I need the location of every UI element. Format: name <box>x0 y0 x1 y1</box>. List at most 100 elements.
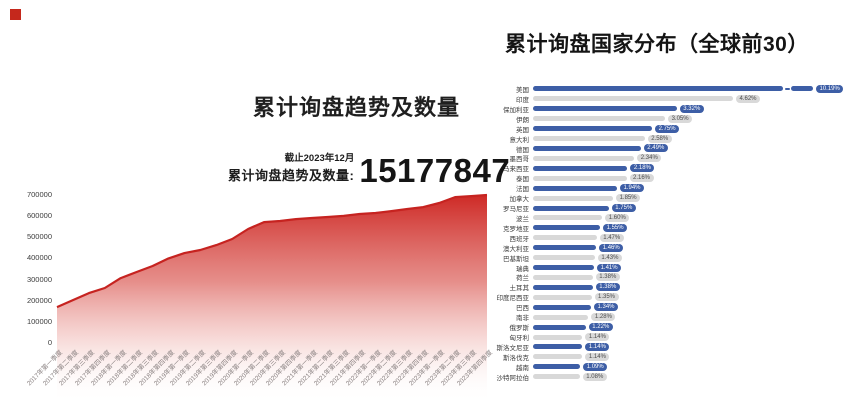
bar-row: 美国 10.19% <box>490 84 852 94</box>
bar <box>533 215 603 221</box>
left-chart-title: 累计询盘趋势及数量 <box>253 95 461 120</box>
bar <box>533 255 595 261</box>
country-bar-chart: 美国 10.19% 印度 4.62% 保加利亚 3.32% 伊朗 3.05% 英国 2.75% 意大… <box>490 84 852 382</box>
bar-row: 克罗地亚 1.55% <box>490 223 852 233</box>
y-tick-label: 600000 <box>26 211 52 221</box>
value-pill: 1.35% <box>594 293 619 302</box>
value-pill: 1.28% <box>591 313 616 322</box>
bar <box>533 106 677 112</box>
bar-row: 沙特阿拉伯 1.08% <box>490 372 852 382</box>
country-label: 巴西 <box>516 305 529 313</box>
area-top-line <box>56 193 488 309</box>
country-label: 匈牙利 <box>509 335 530 343</box>
country-label: 克罗地亚 <box>503 225 529 233</box>
country-label: 加拿大 <box>509 196 530 204</box>
country-label: 意大利 <box>509 136 530 144</box>
value-pill: 1.43% <box>597 253 622 262</box>
brand-corner-mark <box>10 9 21 20</box>
bar <box>533 175 627 181</box>
bar <box>533 185 617 191</box>
value-pill: 1.55% <box>603 223 628 232</box>
bar-row: 巴基斯坦 1.43% <box>490 253 852 263</box>
country-label: 斯洛伐克 <box>503 354 529 362</box>
bar <box>533 245 597 251</box>
bar-row: 巴西 1.34% <box>490 302 852 312</box>
area-fill <box>57 195 487 403</box>
value-pill: 1.38% <box>595 273 620 282</box>
value-pill: 4.62% <box>736 94 761 103</box>
bar-row: 罗马尼亚 1.75% <box>490 203 852 213</box>
value-pill: 2.58% <box>647 134 672 143</box>
country-label: 罗马尼亚 <box>503 206 529 214</box>
country-label: 伊朗 <box>516 116 529 124</box>
stat-value: 15177847 <box>359 151 511 189</box>
country-label: 沙特阿拉伯 <box>496 374 530 382</box>
country-label: 俄罗斯 <box>509 325 530 333</box>
stat-label: 累计询盘趋势及数量: <box>228 168 355 183</box>
bar-row: 意大利 2.58% <box>490 134 852 144</box>
country-label: 澳大利亚 <box>503 245 529 253</box>
bar <box>533 274 593 280</box>
bar <box>533 304 591 310</box>
value-pill: 10.19% <box>816 84 844 93</box>
value-pill: 1.94% <box>620 184 645 193</box>
value-pill: 2.49% <box>643 144 668 153</box>
bar-row: 越南 1.09% <box>490 362 852 372</box>
bar-segment <box>791 86 813 92</box>
value-pill: 3.05% <box>668 114 693 123</box>
area-chart <box>56 193 488 403</box>
value-pill: 1.41% <box>597 263 622 272</box>
bar <box>533 354 583 360</box>
bar <box>533 205 609 211</box>
country-label: 土耳其 <box>509 285 530 293</box>
stat-captions: 截止2023年12月 累计询盘趋势及数量: <box>228 150 354 184</box>
country-label: 越南 <box>516 364 529 372</box>
country-label: 泰国 <box>516 176 529 184</box>
y-tick-label: 0 <box>47 338 52 347</box>
y-tick-label: 100000 <box>26 316 52 326</box>
bar-row: 西班牙 1.47% <box>490 233 852 243</box>
y-tick-label: 200000 <box>26 295 52 305</box>
value-pill: 2.16% <box>629 174 654 183</box>
bar-row: 瑞典 1.41% <box>490 263 852 273</box>
country-label: 瑞典 <box>516 265 529 273</box>
country-label: 印度 <box>516 96 529 104</box>
bar-row: 澳大利亚 1.46% <box>490 243 852 253</box>
bar <box>533 294 592 300</box>
country-label: 印度尼西亚 <box>496 295 530 303</box>
value-pill: 2.75% <box>655 124 680 133</box>
bar <box>533 116 666 122</box>
y-tick-label: 500000 <box>26 232 52 242</box>
bar <box>533 334 583 340</box>
bar-row: 土耳其 1.38% <box>490 282 852 292</box>
bar-row: 印度 4.62% <box>490 94 852 104</box>
value-pill: 1.14% <box>585 333 610 341</box>
country-label: 墨西哥 <box>509 156 530 164</box>
bar <box>533 374 580 380</box>
bar-row: 波兰 1.60% <box>490 213 852 223</box>
bar-row: 伊朗 3.05% <box>490 114 852 124</box>
cumulative-stat-block: 截止2023年12月 累计询盘趋势及数量: 15177847 <box>228 150 511 189</box>
bar-row: 斯洛文尼亚 1.14% <box>490 342 852 352</box>
value-pill: 1.14% <box>585 342 610 351</box>
bar-row: 南非 1.28% <box>490 312 852 322</box>
country-label: 德国 <box>516 146 529 154</box>
bar-row: 墨西哥 2.34% <box>490 153 852 163</box>
bar <box>533 165 628 171</box>
bar-row: 印度尼西亚 1.35% <box>490 292 852 302</box>
value-pill: 1.14% <box>585 352 610 361</box>
value-pill: 2.18% <box>630 164 655 173</box>
axis-break <box>783 86 791 91</box>
value-pill: 1.85% <box>616 194 641 203</box>
country-label: 英国 <box>516 126 529 134</box>
value-pill: 1.75% <box>611 204 636 213</box>
country-label: 波兰 <box>516 215 529 223</box>
country-label: 美国 <box>516 86 529 94</box>
y-tick-label: 300000 <box>26 274 52 284</box>
bar <box>533 96 733 102</box>
y-tick-label: 700000 <box>26 190 52 199</box>
bar <box>533 235 597 241</box>
bar-row: 匈牙利 1.14% <box>490 332 852 342</box>
bar <box>533 344 583 350</box>
country-label: 马来西亚 <box>503 166 529 174</box>
